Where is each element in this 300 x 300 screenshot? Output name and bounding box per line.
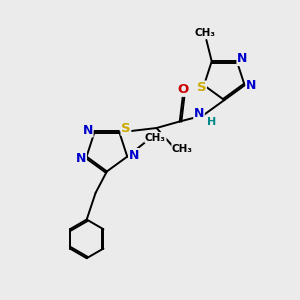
Text: CH₃: CH₃ bbox=[194, 28, 215, 38]
Text: N: N bbox=[82, 124, 93, 137]
Text: H: H bbox=[207, 117, 216, 127]
Text: O: O bbox=[177, 83, 188, 96]
Text: N: N bbox=[194, 107, 204, 120]
Text: S: S bbox=[121, 122, 131, 135]
Text: N: N bbox=[246, 79, 256, 92]
Text: N: N bbox=[129, 148, 139, 162]
Text: CH₃: CH₃ bbox=[145, 133, 166, 142]
Text: N: N bbox=[76, 152, 86, 165]
Text: N: N bbox=[237, 52, 247, 65]
Text: CH₃: CH₃ bbox=[172, 144, 193, 154]
Text: S: S bbox=[197, 81, 206, 94]
